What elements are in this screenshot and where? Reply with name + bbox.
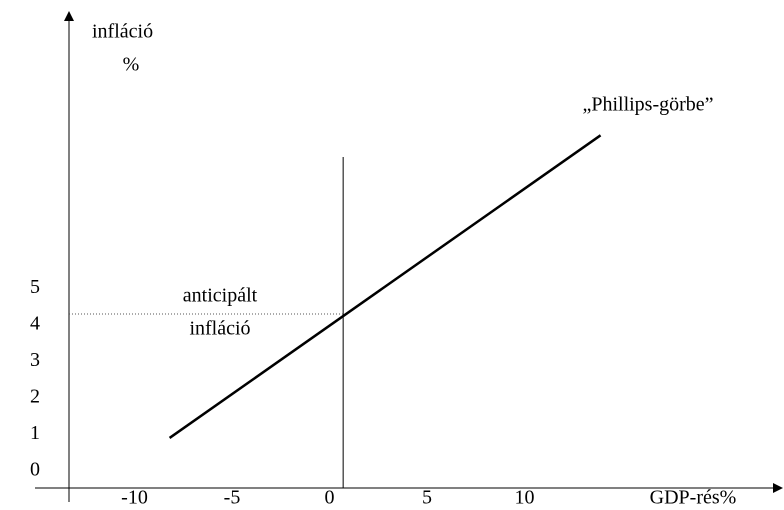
x-tick-label: -5 <box>224 487 241 509</box>
phillips-curve <box>168 134 602 439</box>
y-axis-label: % <box>123 54 140 76</box>
x-tick-label: 5 <box>422 487 432 509</box>
x-tick-label: 0 <box>325 487 335 509</box>
y-tick-label: 2 <box>30 385 40 407</box>
curve-annotation: „Phillips-görbe” <box>582 94 713 116</box>
y-tick-label: 3 <box>30 349 40 371</box>
y-tick-label: 1 <box>30 422 40 444</box>
y-tick-label: 5 <box>30 276 40 298</box>
x-tick-label: 10 <box>515 487 535 509</box>
x-axis-label: GDP-rés% <box>650 487 737 509</box>
x-tick-label: -10 <box>121 487 148 509</box>
y-axis-label: infláció <box>92 21 153 43</box>
reference-label: infláció <box>189 318 250 340</box>
reference-label: anticipált <box>183 285 258 307</box>
y-tick-label: 4 <box>30 313 40 335</box>
y-tick-label: 0 <box>30 458 40 480</box>
